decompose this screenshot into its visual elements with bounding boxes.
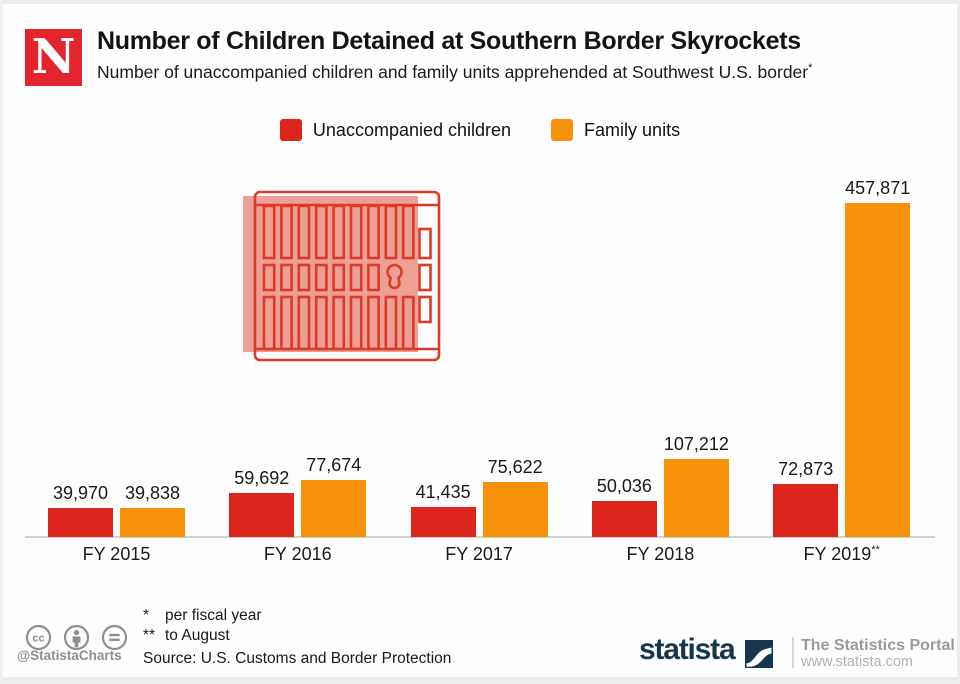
value-label: 39,970 (52, 483, 109, 503)
bar-unaccompanied-fy-2015 (48, 508, 113, 537)
page-title: Number of Children Detained at Southern … (97, 27, 801, 55)
bar-family-fy-2016 (301, 480, 367, 537)
footnote-to-august: ** to August (143, 626, 261, 646)
bar-unaccompanied-fy-2017 (410, 507, 476, 537)
page-subtitle-text: Number of unaccompanied children and fam… (97, 62, 809, 82)
bar-family-fy-2019 (845, 203, 911, 537)
brand-divider (792, 637, 794, 668)
value-label: 72,873 (778, 459, 834, 479)
chart-legend: Unaccompanied children Family units (0, 119, 960, 141)
portal-tagline: The Statistics Portal (801, 637, 955, 654)
newsweek-logo: N (25, 29, 82, 86)
bar-family-fy-2015 (120, 508, 185, 537)
statista-logo-icon (745, 640, 773, 668)
portal-url: www.statista.com (801, 654, 913, 670)
legend-swatch-family (551, 119, 574, 141)
legend-label-unaccompanied: Unaccompanied children (312, 119, 512, 140)
no-derivatives-icon (101, 624, 128, 651)
legend-label-family: Family units (584, 119, 681, 140)
value-label: 75,622 (487, 457, 543, 477)
bar-unaccompanied-fy-2019 (773, 484, 839, 537)
category-label: FY 2019** (803, 544, 880, 564)
bar-unaccompanied-fy-2018 (591, 501, 657, 537)
value-label: 457,871 (845, 178, 911, 198)
value-label: 59,692 (234, 468, 290, 488)
footnote-text: per fiscal year (165, 607, 262, 624)
footnote-fiscal-year: * per fiscal year (143, 606, 261, 626)
bar-unaccompanied-fy-2016 (229, 493, 295, 537)
statista-charts-handle: @StatistaCharts (17, 648, 122, 663)
legend-swatch-unaccompanied (279, 119, 302, 141)
category-label: FY 2015 (82, 544, 151, 564)
detention-gate-icon (243, 190, 441, 362)
x-axis-line (25, 536, 935, 538)
value-label: 39,838 (124, 483, 181, 503)
category-label: FY 2017 (445, 544, 513, 564)
source-text: Source: U.S. Customs and Border Protecti… (143, 650, 452, 667)
statista-wordmark: statista (639, 633, 736, 666)
page-subtitle: Number of unaccompanied children and fam… (97, 62, 812, 83)
footnote-marker: ** (143, 627, 156, 644)
svg-text:cc: cc (32, 633, 44, 645)
category-label: FY 2018 (626, 544, 695, 564)
category-label: FY 2016 (263, 544, 332, 564)
footnote-marker: * (143, 607, 150, 624)
value-label: 50,036 (596, 476, 652, 496)
bar-family-fy-2017 (482, 482, 548, 537)
bar-family-fy-2018 (663, 459, 729, 537)
legend-item-family: Family units (551, 119, 680, 141)
cc-icon: cc (25, 624, 52, 651)
legend-item-unaccompanied: Unaccompanied children (279, 119, 512, 141)
attribution-icon (63, 624, 90, 651)
footnote-text: to August (165, 627, 230, 644)
value-label: 77,674 (306, 455, 362, 475)
value-label: 107,212 (663, 434, 729, 454)
subtitle-footnote-marker: * (808, 62, 813, 75)
value-label: 41,435 (415, 482, 471, 502)
footnotes: * per fiscal year ** to August (143, 606, 261, 646)
cc-license-icons: cc (25, 624, 128, 651)
